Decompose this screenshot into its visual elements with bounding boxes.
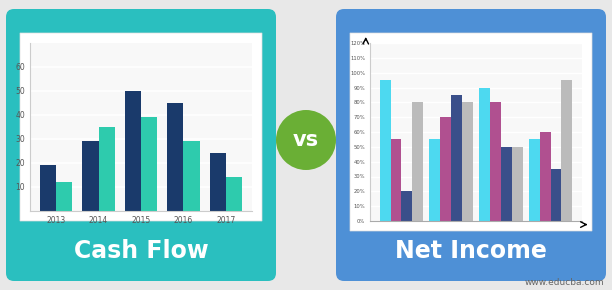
Circle shape — [276, 110, 336, 170]
Bar — [390, 139, 401, 221]
Text: vs: vs — [293, 130, 319, 150]
FancyBboxPatch shape — [6, 9, 276, 281]
Bar — [540, 132, 551, 221]
Bar — [412, 102, 424, 221]
Bar — [56, 182, 72, 211]
Bar — [512, 147, 523, 221]
Bar — [379, 80, 390, 221]
Text: www.educba.com: www.educba.com — [524, 278, 604, 287]
Bar — [501, 147, 512, 221]
Bar — [529, 139, 540, 221]
Bar — [167, 103, 184, 211]
Bar — [40, 165, 56, 211]
Bar — [551, 169, 561, 221]
Bar — [125, 91, 141, 211]
FancyBboxPatch shape — [20, 33, 262, 221]
Bar — [462, 102, 473, 221]
Bar — [429, 139, 440, 221]
Text: Net Income: Net Income — [395, 239, 547, 263]
Text: Cash Flow: Cash Flow — [73, 239, 208, 263]
Bar — [83, 142, 99, 211]
Bar — [561, 80, 572, 221]
Bar — [401, 191, 412, 221]
Bar — [184, 142, 200, 211]
Bar — [226, 177, 242, 211]
Bar — [210, 153, 226, 211]
Bar — [451, 95, 462, 221]
Bar — [440, 117, 451, 221]
Bar — [490, 102, 501, 221]
FancyBboxPatch shape — [336, 9, 606, 281]
Bar — [141, 117, 157, 211]
Bar — [479, 88, 490, 221]
FancyBboxPatch shape — [350, 33, 592, 231]
Bar — [99, 127, 114, 211]
